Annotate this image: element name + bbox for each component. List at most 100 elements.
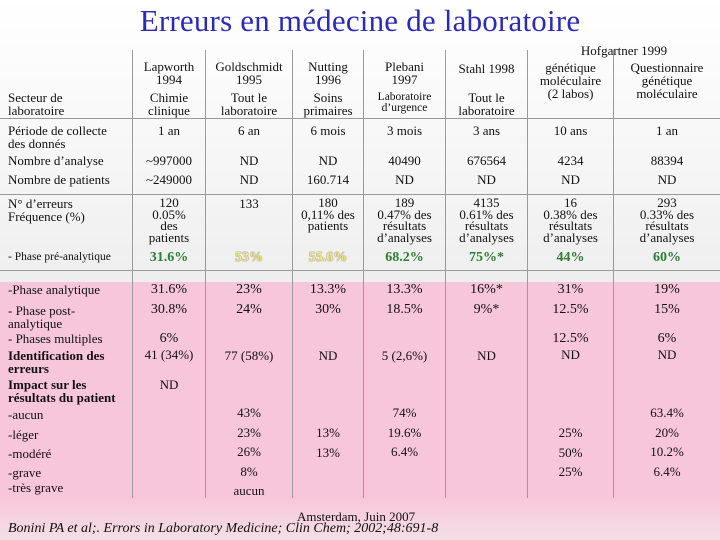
row-divider: [0, 270, 720, 271]
label-aucun: -aucun: [8, 407, 44, 422]
cell-periode: 6 mois: [310, 123, 346, 138]
cell-secteur: Tout le laboratoire: [220, 90, 278, 118]
cell-periode: 1 an: [157, 123, 181, 138]
cell-nb-erreurs: 4135 0.61% des résultats d’analyses: [459, 195, 514, 245]
label-grave: -grave: [8, 465, 42, 480]
label-nb-erreurs: N° d’erreurs Fréquence (%): [8, 196, 85, 224]
header-stahl: Stahl 1998: [458, 61, 515, 76]
column-divider: [132, 50, 133, 498]
cell-secteur: Laboratoire d’urgence: [377, 91, 432, 114]
cell-nb-analyse: 676564: [467, 153, 506, 168]
cell-impact: 63.4% 20% 10.2% 6.4%: [650, 405, 684, 479]
label-post-analytique: - Phase post- analytique: [8, 303, 76, 331]
header-plebani: Plebani 1997: [385, 59, 424, 87]
cell-analytique: 13.3%: [309, 282, 347, 297]
header-hofgartner-a: génétique moléculaire (2 labos): [539, 60, 602, 101]
cell-pre-analytique: 53%: [235, 250, 263, 265]
row-divider: [0, 118, 720, 119]
cell-identification: 5 (2,6%): [381, 348, 428, 363]
cell-analytique: 31%: [557, 282, 584, 297]
cell-post-analytique: 30.8%: [150, 302, 188, 317]
cell-analytique: 23%: [236, 282, 262, 297]
cell-nb-patients: ND: [239, 172, 259, 187]
column-divider: [613, 50, 614, 498]
footer-citation: Bonini PA et al;. Errors in Laboratory M…: [8, 521, 439, 536]
cell-nb-analyse: 40490: [388, 153, 421, 168]
cell-post-analytique: 9%*: [473, 302, 500, 317]
cell-impact: 25% 50% 25%: [558, 425, 583, 480]
column-divider: [445, 50, 446, 498]
column-divider: [205, 50, 206, 498]
cell-nb-patients: ~249000: [145, 172, 193, 187]
label-secteur: Secteur de laboratoire: [8, 90, 65, 118]
cell-nb-analyse: 4234: [557, 153, 584, 168]
cell-impact: ND: [159, 377, 179, 392]
cell-secteur: Soins primaires: [303, 90, 353, 118]
header-background: [0, 0, 720, 282]
header-nutting: Nutting 1996: [308, 59, 348, 87]
cell-periode: 1 an: [655, 123, 679, 138]
cell-nb-erreurs: 293 0.33% des résultats d’analyses: [639, 195, 695, 245]
cell-phases-multiples: 6%: [159, 331, 179, 346]
cell-phases-multiples: 12.5%: [552, 331, 589, 346]
cell-pre-analytique: 68.2%: [385, 250, 424, 265]
header-lapworth: Lapworth 1994: [143, 59, 195, 87]
cell-nb-analyse: ~997000: [145, 153, 193, 168]
cell-pre-analytique: 31.6%: [149, 250, 189, 265]
label-tres-grave: -très grave: [8, 480, 64, 495]
label-pre-analytique: - Phase pré-analytique: [8, 251, 111, 263]
cell-nb-analyse: ND: [239, 153, 259, 168]
cell-post-analytique: 18.5%: [386, 302, 423, 317]
cell-nb-patients: 160.714: [306, 172, 350, 187]
cell-post-analytique: 15%: [654, 302, 680, 317]
cell-impact: 74% 19.6% 6.4%: [387, 405, 422, 460]
pink-band: [0, 282, 720, 540]
label-nb-patients: Nombre de patients: [8, 172, 110, 187]
cell-nb-analyse: 88394: [650, 153, 684, 168]
cell-pre-analytique: 44%: [556, 250, 585, 265]
cell-periode: 3 ans: [472, 123, 501, 138]
column-divider: [527, 50, 528, 498]
cell-identification: ND: [561, 347, 580, 362]
cell-phases-multiples: 6%: [657, 331, 677, 346]
cell-analytique: 31.6%: [150, 282, 188, 297]
cell-pre-analytique: 55.6%: [308, 250, 348, 265]
cell-pre-analytique: 75%*: [469, 250, 504, 265]
header-hofgartner: Hofgartner 1999: [580, 43, 668, 58]
cell-periode: 3 mois: [386, 123, 423, 138]
cell-nb-erreurs: 133: [239, 196, 259, 211]
label-leger: -léger: [8, 427, 39, 442]
footer-band: [0, 498, 720, 540]
row-divider: [0, 194, 720, 195]
header-hofgartner-b: Questionnaire génétique moléculaire: [630, 60, 704, 101]
cell-nb-erreurs: 120 0.05% des patients: [148, 195, 190, 245]
cell-nb-analyse: ND: [318, 153, 338, 168]
label-modere: -modéré: [8, 446, 52, 461]
footer-location: Amsterdam, Juin 2007: [297, 509, 416, 524]
cell-identification: 77 (58%): [224, 348, 274, 363]
cell-analytique: 19%: [654, 282, 680, 297]
cell-secteur: Chimie clinique: [148, 90, 190, 118]
column-divider: [292, 50, 293, 498]
cell-analytique: 13.3%: [386, 282, 423, 297]
label-impact: Impact sur les résultats du patient: [8, 377, 116, 405]
cell-nb-erreurs: 16 0.38% des résultats d’analyses: [543, 195, 598, 245]
cell-nb-erreurs: 189 0.47% des résultats d’analyses: [377, 195, 432, 245]
cell-nb-patients: ND: [657, 172, 677, 187]
cell-identification: ND: [318, 348, 338, 363]
cell-nb-erreurs: 180 0,11% des patients: [301, 195, 355, 233]
cell-post-analytique: 30%: [315, 302, 341, 317]
cell-nb-patients: ND: [477, 172, 496, 187]
header-goldschmidt: Goldschmidt 1995: [215, 59, 283, 87]
cell-identification: ND: [657, 347, 677, 362]
cell-secteur: Tout le laboratoire: [458, 90, 515, 118]
cell-identification: ND: [477, 348, 496, 363]
cell-periode: 10 ans: [553, 123, 588, 138]
cell-impact: 13% 13%: [316, 425, 340, 460]
label-nb-analyse: Nombre d’analyse: [8, 153, 104, 168]
label-identification: Identification des erreurs: [8, 348, 105, 376]
cell-post-analytique: 24%: [236, 302, 262, 317]
column-divider: [363, 50, 364, 498]
cell-pre-analytique: 60%: [653, 250, 681, 265]
label-analytique: -Phase analytique: [8, 282, 101, 297]
